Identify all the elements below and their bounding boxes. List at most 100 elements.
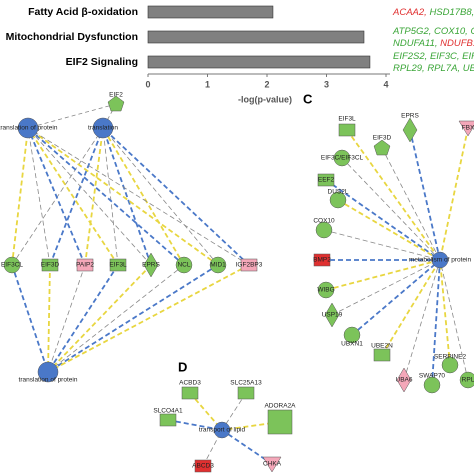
x-tick-label: 1 [205,79,210,89]
edge [27,127,51,266]
node [338,123,356,137]
node-label: UBA6 [396,377,413,384]
gene-list: RPL29, RPL7A, UBA [393,63,474,74]
node [333,149,351,167]
marks: Fatty Acid β-oxidation ACAA2, HSD17B8, SL… [0,5,474,473]
gene: ATP5G2, COX10, COX6A1, [392,26,474,37]
edge [331,259,441,316]
edge [403,259,441,381]
node [313,253,331,267]
edge [167,419,223,431]
node [267,409,293,435]
edge [27,127,119,266]
node [396,367,412,393]
node [194,459,212,473]
category-label: Mitochondrial Dysfunction [6,31,138,43]
node-label: UBE2N [371,343,393,350]
node [317,173,335,187]
edge [84,127,104,266]
edge [337,199,441,261]
gene: EIF2S2, EIF3C, EIF3D, EIF [393,51,474,62]
edge [47,264,250,373]
x-tick-label: 2 [264,79,269,89]
node-label: PAIP2 [76,262,94,269]
edge [47,264,219,373]
edge [346,129,441,261]
gene: RPL29, RPL7A, UBA [393,63,474,74]
node-label: EEF2 [318,177,335,184]
node [431,251,449,269]
node-label: UBXN1 [341,341,363,348]
edge [102,127,219,266]
node-label: SERPINE2 [434,354,467,361]
category-label: EIF2 Signaling [66,56,138,68]
node-label: USP19 [322,312,343,319]
edge [47,264,185,373]
gene: ACAA2, [392,7,427,18]
edge [325,179,441,261]
node [262,456,282,473]
edge [409,129,441,261]
node [17,117,39,139]
edge [11,264,49,373]
node-label: SLC25A13 [230,380,262,387]
edge [325,259,441,291]
edge [102,127,250,266]
node [159,413,177,427]
node [143,252,159,278]
gene: NDUFB1, [440,38,474,49]
panel-label: C [303,91,313,106]
node [37,361,59,383]
x-tick-label: 3 [324,79,329,89]
node-label: EPRS [142,262,160,269]
node [315,221,333,239]
node-label: transport of lipid [199,427,246,434]
edge [11,127,29,266]
edge [439,127,469,261]
node [373,139,391,156]
edge [47,264,51,373]
node [459,371,474,389]
node [402,117,418,143]
edge [381,259,441,356]
node [240,258,258,272]
edge [47,264,119,373]
bar [147,55,371,69]
bar [147,5,274,19]
node-label: EIF3C/EIF3CL [321,155,364,162]
category-label: Fatty Acid β-oxidation [28,6,138,18]
gene-list: ACAA2, HSD17B8, SLC27A3 [392,7,474,18]
edge [11,127,104,266]
gene-list: EIF2S2, EIF3C, EIF3D, EIF [393,51,474,62]
node [324,302,340,328]
node-label: translation [88,125,118,132]
node-label: SLCO4A1 [153,408,183,415]
node-label: SWAP70 [419,373,446,380]
node-label: IGF2BP3 [236,262,263,269]
node [317,281,335,299]
node-label: WIBG [317,287,334,294]
edge [47,264,152,373]
node-label: EIF3D [373,135,392,142]
gene: NDUFA11, [393,38,438,49]
node [92,117,114,139]
node-label: FBX [462,125,474,132]
edge [323,229,441,261]
node-label: DUS2L [328,189,349,196]
node-label: ABCD3 [192,463,214,470]
bar [147,30,365,44]
edges [11,103,469,467]
node-label: CHKA [263,461,282,468]
node [458,120,474,137]
node-label: COX10 [313,218,335,225]
node [3,256,21,274]
edge [381,147,441,261]
edge [27,127,219,266]
node [107,95,125,112]
edge [27,127,185,266]
x-tick-label: 0 [145,79,150,89]
x-tick-label: 4 [383,79,388,89]
edge [439,259,451,366]
node-label: RPL [462,377,474,384]
